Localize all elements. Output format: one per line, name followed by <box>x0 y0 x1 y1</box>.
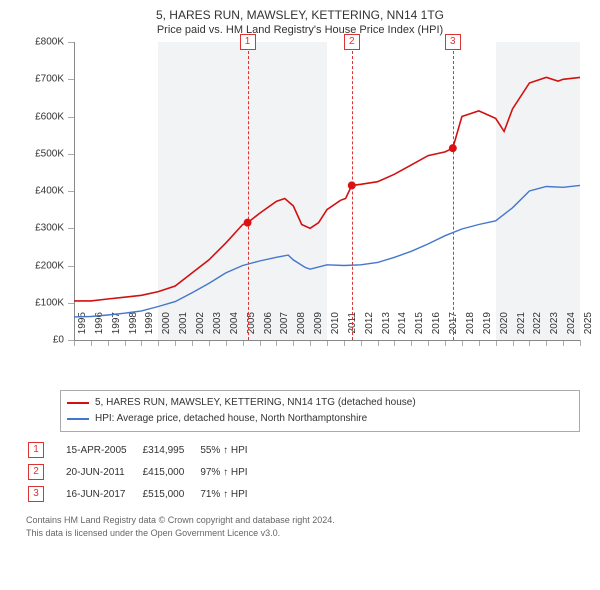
y-tick-label: £400K <box>35 186 64 197</box>
event-price: £314,995 <box>143 440 199 460</box>
page-subtitle: Price paid vs. HM Land Registry's House … <box>6 24 594 36</box>
footer-line: Contains HM Land Registry data © Crown c… <box>26 514 580 527</box>
y-tick-label: £800K <box>35 37 64 48</box>
events-table: 115-APR-2005£314,99555% ↑ HPI220-JUN-201… <box>26 438 264 506</box>
y-tick-label: £300K <box>35 223 64 234</box>
chart-legend: 5, HARES RUN, MAWSLEY, KETTERING, NN14 1… <box>60 390 580 432</box>
page-title: 5, HARES RUN, MAWSLEY, KETTERING, NN14 1… <box>6 8 594 22</box>
event-dot <box>449 144 457 152</box>
price-chart: £0£100K£200K£300K£400K£500K£600K£700K£80… <box>20 42 580 382</box>
legend-swatch <box>67 418 89 420</box>
event-price: £415,000 <box>143 462 199 482</box>
table-row: 316-JUN-2017£515,00071% ↑ HPI <box>28 484 262 504</box>
x-tick-label: 2025 <box>583 312 594 346</box>
footer-attribution: Contains HM Land Registry data © Crown c… <box>26 514 580 540</box>
series-property <box>74 77 580 301</box>
legend-label: HPI: Average price, detached house, Nort… <box>95 411 367 427</box>
y-tick-label: £0 <box>53 335 64 346</box>
y-tick-label: £600K <box>35 111 64 122</box>
legend-item: HPI: Average price, detached house, Nort… <box>67 411 573 427</box>
y-tick-label: £700K <box>35 74 64 85</box>
footer-line: This data is licensed under the Open Gov… <box>26 527 580 540</box>
event-delta: 55% ↑ HPI <box>200 440 261 460</box>
event-date: 20-JUN-2011 <box>66 462 141 482</box>
event-dot <box>244 219 252 227</box>
series-hpi <box>74 185 580 317</box>
legend-swatch <box>67 402 89 404</box>
event-date: 15-APR-2005 <box>66 440 141 460</box>
legend-item: 5, HARES RUN, MAWSLEY, KETTERING, NN14 1… <box>67 395 573 411</box>
table-row: 115-APR-2005£314,99555% ↑ HPI <box>28 440 262 460</box>
event-num: 2 <box>28 462 64 482</box>
event-price: £515,000 <box>143 484 199 504</box>
event-date: 16-JUN-2017 <box>66 484 141 504</box>
table-row: 220-JUN-2011£415,00097% ↑ HPI <box>28 462 262 482</box>
event-num: 3 <box>28 484 64 504</box>
event-delta: 97% ↑ HPI <box>200 462 261 482</box>
event-num: 1 <box>28 440 64 460</box>
y-tick-label: £500K <box>35 148 64 159</box>
y-tick-label: £100K <box>35 297 64 308</box>
legend-label: 5, HARES RUN, MAWSLEY, KETTERING, NN14 1… <box>95 395 416 411</box>
y-tick-label: £200K <box>35 260 64 271</box>
event-delta: 71% ↑ HPI <box>200 484 261 504</box>
event-dot <box>348 181 356 189</box>
